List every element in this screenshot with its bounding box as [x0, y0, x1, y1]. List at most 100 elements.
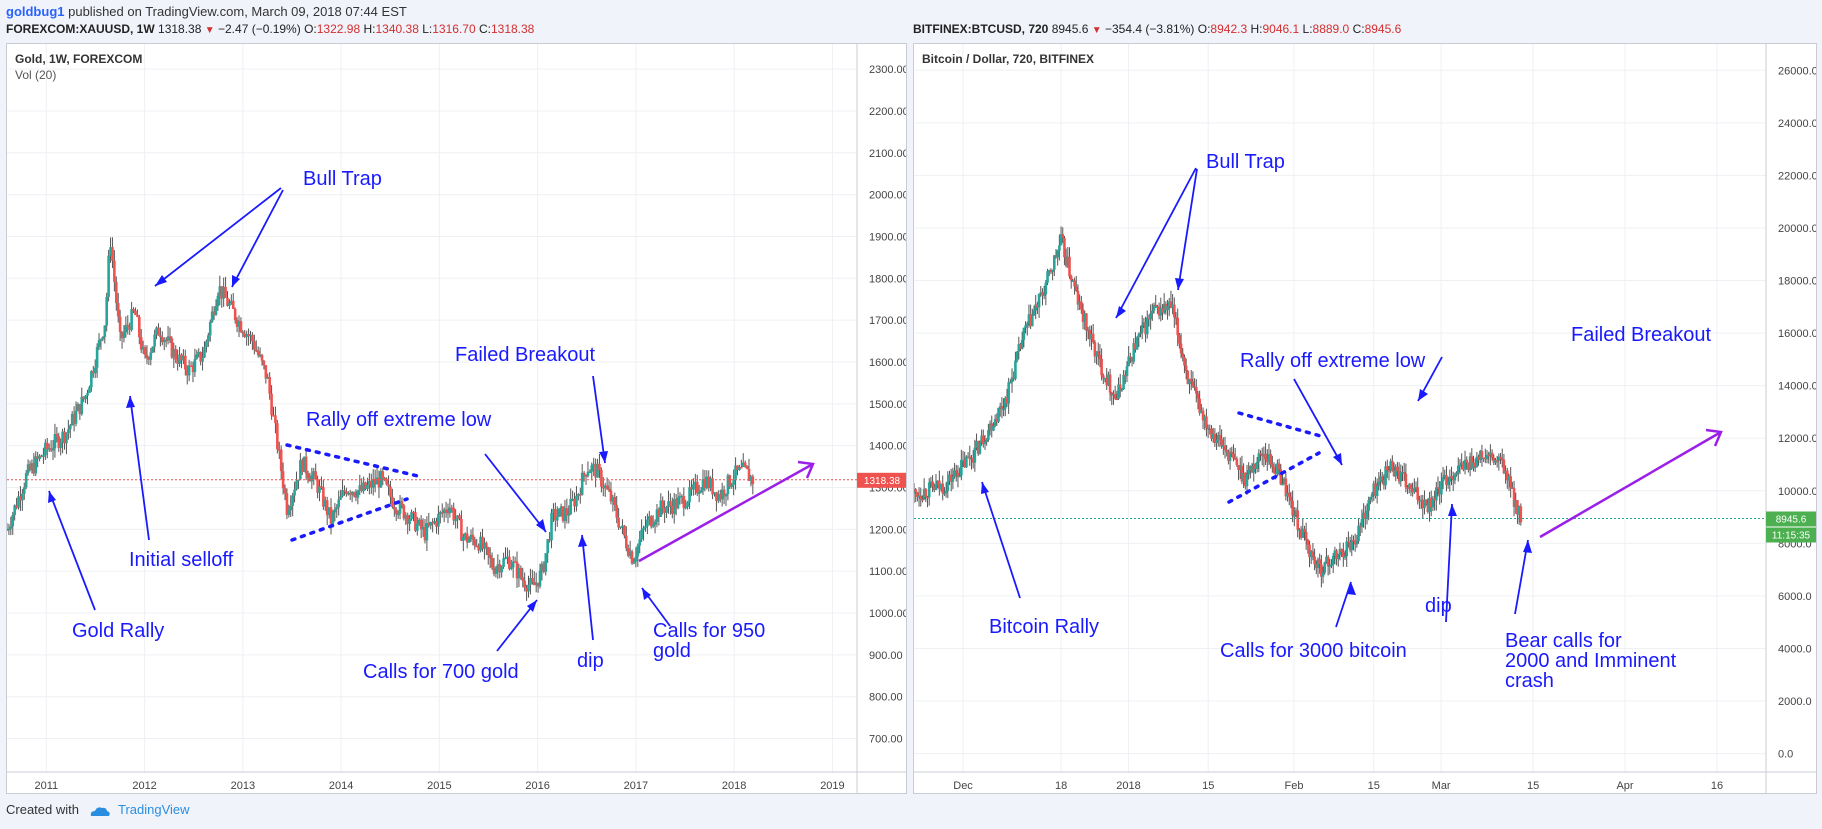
gold-trendline — [638, 460, 815, 563]
candle-body — [1149, 313, 1152, 320]
gold-chart-panel[interactable]: 700.00 800.00 900.00 1000.00 1100.00 1200.00 1… — [5, 43, 909, 794]
candle-body — [1184, 365, 1188, 371]
candle-body — [63, 431, 66, 444]
candle-body — [590, 465, 594, 472]
candle-body — [91, 371, 95, 374]
candle-body — [617, 517, 620, 528]
candle-body — [1223, 445, 1227, 451]
candle-body — [412, 511, 415, 514]
candle-body — [1468, 456, 1472, 471]
gold-chart[interactable]: 700.00 800.00 900.00 1000.00 1100.00 1200.00 1… — [5, 44, 909, 793]
candle-body — [1272, 467, 1276, 473]
candle-body — [1265, 459, 1269, 463]
candle-body — [1389, 461, 1392, 471]
candle-body — [695, 481, 699, 494]
candle-body — [1198, 398, 1201, 413]
candle-body — [1313, 556, 1316, 565]
candle-body — [1117, 384, 1120, 399]
candle-body — [953, 470, 956, 477]
candle-body — [517, 568, 521, 579]
candle-body — [465, 533, 469, 543]
candle-body — [1502, 459, 1506, 474]
candle-body — [1465, 459, 1469, 463]
candle-body — [253, 341, 256, 350]
candle-body — [936, 480, 939, 485]
candle-body — [366, 484, 369, 489]
candle-body — [975, 440, 978, 448]
candle-body — [540, 563, 544, 571]
candle-body — [329, 507, 333, 524]
candle-body — [1406, 487, 1409, 489]
candle-body — [730, 484, 734, 487]
candle-body — [1063, 237, 1066, 258]
candle-body — [237, 321, 241, 327]
candle-body — [437, 514, 440, 527]
candle-body — [500, 566, 503, 573]
gold-volume-label: Vol (20) — [15, 68, 56, 82]
author-link[interactable]: goldbug1 — [6, 4, 65, 19]
arrowhead — [1523, 540, 1532, 553]
bitcoin-x-axis: Dec 18 2018 15 Feb 15 Mar 15 Apr 16 — [953, 780, 1723, 792]
candle-body — [672, 499, 676, 514]
candle-body — [605, 485, 609, 489]
candle-body — [391, 496, 394, 507]
y-tick-label: 1700.00 — [869, 315, 906, 327]
bitcoin-chart-panel[interactable]: 0.0 2000.0 4000.0 6000.0 8000.0 10000.0 12000.… — [912, 43, 1818, 794]
candle-body — [13, 505, 16, 516]
candle-body — [1152, 304, 1156, 311]
arrowhead — [155, 275, 167, 286]
arrowhead — [1448, 504, 1457, 516]
candle-body — [609, 490, 613, 502]
candle-body — [421, 526, 425, 530]
candle-body — [95, 347, 99, 368]
arrowhead — [1333, 453, 1342, 465]
candle-body — [1242, 472, 1245, 482]
candle-body — [1429, 497, 1433, 508]
candle-body — [619, 526, 622, 529]
candle-body — [205, 341, 208, 348]
label-bull-trap: Bull Trap — [303, 168, 382, 190]
candle-body — [40, 455, 43, 458]
candle-body — [258, 354, 262, 357]
candle-body — [938, 480, 941, 489]
candle-body — [1095, 351, 1098, 357]
y-tick-label: 2300.00 — [869, 64, 906, 76]
candle-body — [1064, 257, 1068, 267]
candle-body — [210, 311, 214, 322]
candle-body — [1225, 450, 1229, 452]
candle-body — [939, 483, 943, 489]
tradingview-link[interactable]: TradingView — [118, 802, 190, 817]
right-c-label: C: — [1352, 22, 1365, 36]
candle-body — [529, 578, 532, 585]
candle-body — [245, 334, 248, 337]
candle-body — [316, 479, 319, 493]
arrowhead — [1175, 278, 1184, 290]
candle-body — [224, 286, 227, 298]
candle-body — [663, 508, 666, 513]
candle-body — [1499, 456, 1502, 459]
down-triangle-icon: ▼ — [204, 25, 215, 36]
candle-body — [912, 489, 916, 494]
candle-body — [1350, 540, 1354, 551]
arrowhead — [1418, 389, 1428, 401]
candle-body — [982, 435, 985, 445]
candle-body — [1352, 540, 1355, 542]
bitcoin-price-tag: 8945.6 11:15:35 — [1766, 511, 1816, 543]
candle-body — [279, 449, 283, 472]
candle-body — [1294, 510, 1298, 516]
candle-body — [734, 465, 737, 480]
candle-body — [1081, 309, 1085, 323]
bitcoin-chart[interactable]: 0.02000.04000.06000.08000.010000.012000.… — [912, 44, 1818, 793]
candle-body — [1440, 481, 1443, 495]
candle-body — [114, 281, 118, 304]
candle-body — [1156, 306, 1159, 308]
candle-body — [1088, 329, 1092, 340]
candle-body — [1139, 332, 1142, 335]
candle-body — [1260, 454, 1264, 457]
candle-body — [607, 488, 611, 491]
candle-body — [1308, 544, 1311, 558]
arrow-initial-selloff — [129, 395, 150, 541]
candle-body — [498, 564, 502, 573]
candle-body — [147, 358, 151, 360]
candle-body — [1490, 452, 1494, 458]
